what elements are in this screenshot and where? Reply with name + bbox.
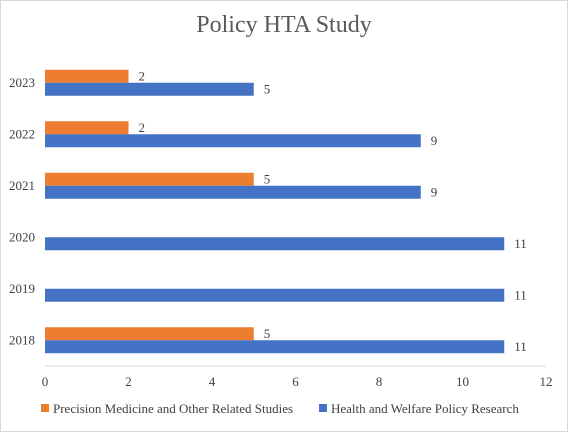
y-tick-label: 2021 [9,178,35,193]
bar-layer [45,69,505,354]
y-tick-label: 2018 [9,332,35,347]
data-label: 11 [514,236,527,251]
legend-swatch-precision-medicine [41,404,49,412]
bar-precision-medicine-2023 [45,69,129,83]
x-tick-label: 0 [42,374,49,389]
x-tick-label: 2 [125,374,132,389]
data-label: 2 [139,68,146,83]
x-tick-label: 10 [456,374,469,389]
bar-health-welfare-2019 [45,288,505,302]
bar-precision-medicine-2022 [45,121,129,135]
bar-health-welfare-2022 [45,134,421,148]
data-label: 2 [139,120,146,135]
bar-health-welfare-2020 [45,237,505,251]
bar-health-welfare-2018 [45,340,505,354]
legend: Precision Medicine and Other Related Stu… [41,401,519,416]
x-tick-label: 6 [292,374,299,389]
x-tick-label: 8 [376,374,383,389]
label-layer: 2 5 2 9 5 9 11 11 5 11 [139,68,527,354]
data-label: 5 [264,81,271,96]
y-tick-label: 2019 [9,281,35,296]
bar-precision-medicine-2021 [45,172,254,186]
axis-layer: 0 2 4 6 8 10 12 2023 2022 2021 2020 2019 2018 [9,75,553,389]
x-tick-label: 4 [209,374,216,389]
legend-label: Precision Medicine and Other Related Stu… [53,401,293,416]
data-label: 5 [264,326,271,341]
bar-precision-medicine-2018 [45,327,254,341]
bar-health-welfare-2021 [45,185,421,199]
data-label: 5 [264,171,271,186]
data-label: 11 [514,287,527,302]
data-label: 11 [514,339,527,354]
data-label: 9 [431,184,438,199]
chart-title: Policy HTA Study [196,12,371,38]
data-label: 9 [431,133,438,148]
y-tick-label: 2023 [9,75,35,90]
y-tick-label: 2022 [9,126,35,141]
legend-swatch-health-welfare [319,404,327,412]
x-tick-label: 12 [540,374,553,389]
y-tick-label: 2020 [9,229,35,244]
bar-health-welfare-2023 [45,82,254,96]
legend-label: Health and Welfare Policy Research [331,401,519,416]
